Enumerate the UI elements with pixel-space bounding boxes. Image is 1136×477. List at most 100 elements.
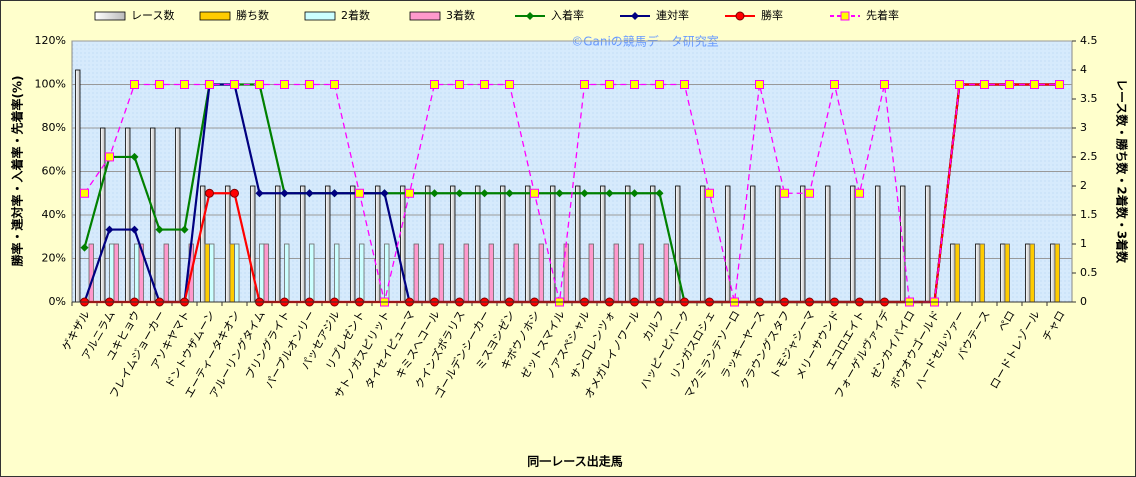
bar <box>259 243 265 303</box>
line-marker <box>430 189 439 198</box>
line-marker <box>580 80 589 89</box>
y2-tick-label: 0 <box>1080 295 1087 308</box>
line-marker <box>105 225 114 234</box>
bar <box>950 243 956 303</box>
bar <box>588 243 594 303</box>
line-marker <box>1030 80 1039 89</box>
legend-marker <box>526 12 534 20</box>
line-marker <box>880 80 889 89</box>
bar <box>850 185 856 303</box>
bar <box>475 185 481 303</box>
line <box>83 83 1060 303</box>
bar <box>375 185 381 303</box>
bar <box>725 185 731 303</box>
legend-label: 入着率 <box>551 8 584 22</box>
line-marker <box>255 189 264 198</box>
bar <box>825 185 831 303</box>
bar <box>163 243 169 303</box>
bar <box>1004 243 1010 303</box>
bar <box>800 185 806 303</box>
y2-tick-label: 1.5 <box>1080 208 1098 221</box>
line-marker <box>230 188 239 198</box>
x-axis-title: 同一レース出走馬 <box>527 454 622 469</box>
bar <box>925 185 931 303</box>
bar <box>204 243 210 303</box>
line-marker <box>455 189 464 198</box>
line-marker <box>330 189 339 198</box>
line-marker <box>805 188 814 198</box>
bar <box>613 243 619 303</box>
bar <box>450 185 456 303</box>
legend-label: 3着数 <box>446 8 475 22</box>
line-marker <box>780 188 789 198</box>
line-marker <box>955 80 964 89</box>
line-marker <box>555 189 564 198</box>
bar <box>200 185 206 303</box>
line-marker <box>855 188 864 198</box>
y2-tick-label: 3 <box>1080 121 1087 134</box>
line-marker <box>205 188 214 198</box>
y2-tick-label: 4.5 <box>1080 34 1098 47</box>
y-tick-label: 120% <box>35 34 66 47</box>
bar <box>488 243 494 303</box>
bar <box>425 185 431 303</box>
bar <box>88 243 94 303</box>
legend-label: 連対率 <box>656 8 689 22</box>
bar <box>700 185 706 303</box>
line-marker <box>130 152 139 161</box>
legend-label: 先着率 <box>866 8 899 22</box>
bar <box>229 243 235 303</box>
line-marker <box>455 80 464 89</box>
line-marker <box>480 80 489 89</box>
bar <box>500 185 506 303</box>
y2-tick-label: 1 <box>1080 237 1087 250</box>
legend-label: 勝ち数 <box>236 8 269 22</box>
bar <box>309 243 315 303</box>
line-marker <box>280 80 289 89</box>
line-marker <box>255 80 264 89</box>
bar <box>954 243 960 303</box>
y2-axis-title: レース数・勝ち数・2着数・3着数 <box>1115 79 1130 264</box>
line-marker <box>680 80 689 89</box>
bar <box>113 243 119 303</box>
bar <box>900 185 906 303</box>
bar <box>875 185 881 303</box>
line-marker <box>130 80 139 89</box>
line-marker <box>305 189 314 198</box>
legend-swatch <box>304 11 336 21</box>
bar <box>1050 243 1056 303</box>
line-marker <box>480 189 489 198</box>
y2-tick-label: 2 <box>1080 179 1087 192</box>
bar <box>975 243 981 303</box>
line-marker <box>705 188 714 198</box>
line-marker <box>180 80 189 89</box>
bar <box>438 243 444 303</box>
bar <box>1000 243 1006 303</box>
bar <box>300 185 306 303</box>
bar <box>600 185 606 303</box>
bar <box>234 243 240 303</box>
y2-tick-label: 3.5 <box>1080 92 1098 105</box>
line-marker <box>330 80 339 89</box>
y-tick-label: 0% <box>49 295 66 308</box>
y-axis-title: 勝率・連対率・入着率・先着率(%) <box>10 76 25 267</box>
line-marker <box>105 152 114 162</box>
line-marker <box>155 225 164 234</box>
bar <box>1025 243 1031 303</box>
y2-tick-label: 4 <box>1080 63 1087 76</box>
line-marker <box>130 225 139 234</box>
legend-swatch <box>199 11 231 21</box>
y-tick-label: 80% <box>42 121 66 134</box>
line-marker <box>980 80 989 89</box>
bar <box>250 185 256 303</box>
y-tick-label: 20% <box>42 252 66 265</box>
legend-swatch <box>94 11 126 21</box>
line-marker <box>280 189 289 198</box>
y2-tick-label: 2.5 <box>1080 150 1098 163</box>
legend-label: 2着数 <box>341 8 370 22</box>
bar <box>675 185 681 303</box>
line-marker <box>355 188 364 198</box>
bar <box>125 127 131 303</box>
